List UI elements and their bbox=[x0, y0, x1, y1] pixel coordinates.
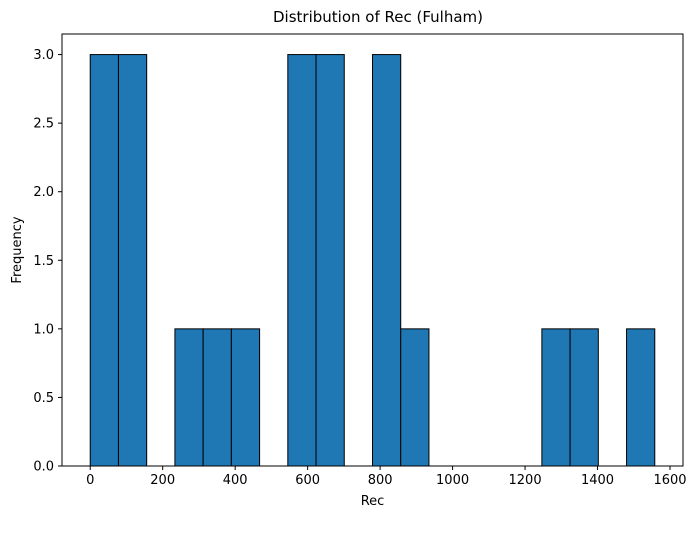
histogram-bar bbox=[287, 54, 317, 467]
y-tick-label: 1.0 bbox=[33, 322, 54, 337]
x-tick-label: 1600 bbox=[653, 473, 686, 488]
histogram-bar bbox=[174, 328, 204, 467]
x-axis-ticks: 0 200 400 600 800 1000 1200 1400 1600 bbox=[86, 466, 687, 488]
histogram-bar bbox=[626, 328, 656, 467]
x-tick-label: 1000 bbox=[436, 473, 469, 488]
y-axis-label: Frequency bbox=[10, 216, 25, 283]
y-tick-label: 0.0 bbox=[33, 460, 54, 475]
y-tick-label: 1.5 bbox=[33, 254, 54, 269]
x-tick-label: 800 bbox=[368, 473, 393, 488]
histogram-bar bbox=[372, 54, 402, 467]
y-tick-label: 0.5 bbox=[33, 391, 54, 406]
y-tick-label: 2.0 bbox=[33, 185, 54, 200]
histogram-bar bbox=[400, 328, 430, 467]
histogram-bar bbox=[89, 54, 119, 467]
x-tick-label: 0 bbox=[86, 473, 94, 488]
x-axis-label: Rec bbox=[361, 494, 385, 509]
x-tick-label: 1200 bbox=[509, 473, 542, 488]
x-tick-label: 400 bbox=[223, 473, 248, 488]
histogram-bar bbox=[569, 328, 599, 467]
y-tick-label: 2.5 bbox=[33, 117, 54, 132]
y-axis-ticks: 0.0 0.5 1.0 1.5 2.0 2.5 3.0 bbox=[33, 48, 62, 475]
y-tick-label: 3.0 bbox=[33, 48, 54, 63]
x-tick-label: 1400 bbox=[581, 473, 614, 488]
plot-frame bbox=[61, 33, 684, 467]
histogram-bar bbox=[202, 328, 232, 467]
histogram-bar bbox=[315, 54, 345, 467]
bars-group bbox=[89, 54, 656, 467]
x-tick-label: 200 bbox=[150, 473, 175, 488]
chart-title: Distribution of Rec (Fulham) bbox=[273, 8, 483, 26]
histogram-bar bbox=[230, 328, 261, 467]
x-tick-label: 600 bbox=[295, 473, 320, 488]
histogram-bar bbox=[541, 328, 571, 467]
histogram-bar bbox=[117, 54, 148, 467]
